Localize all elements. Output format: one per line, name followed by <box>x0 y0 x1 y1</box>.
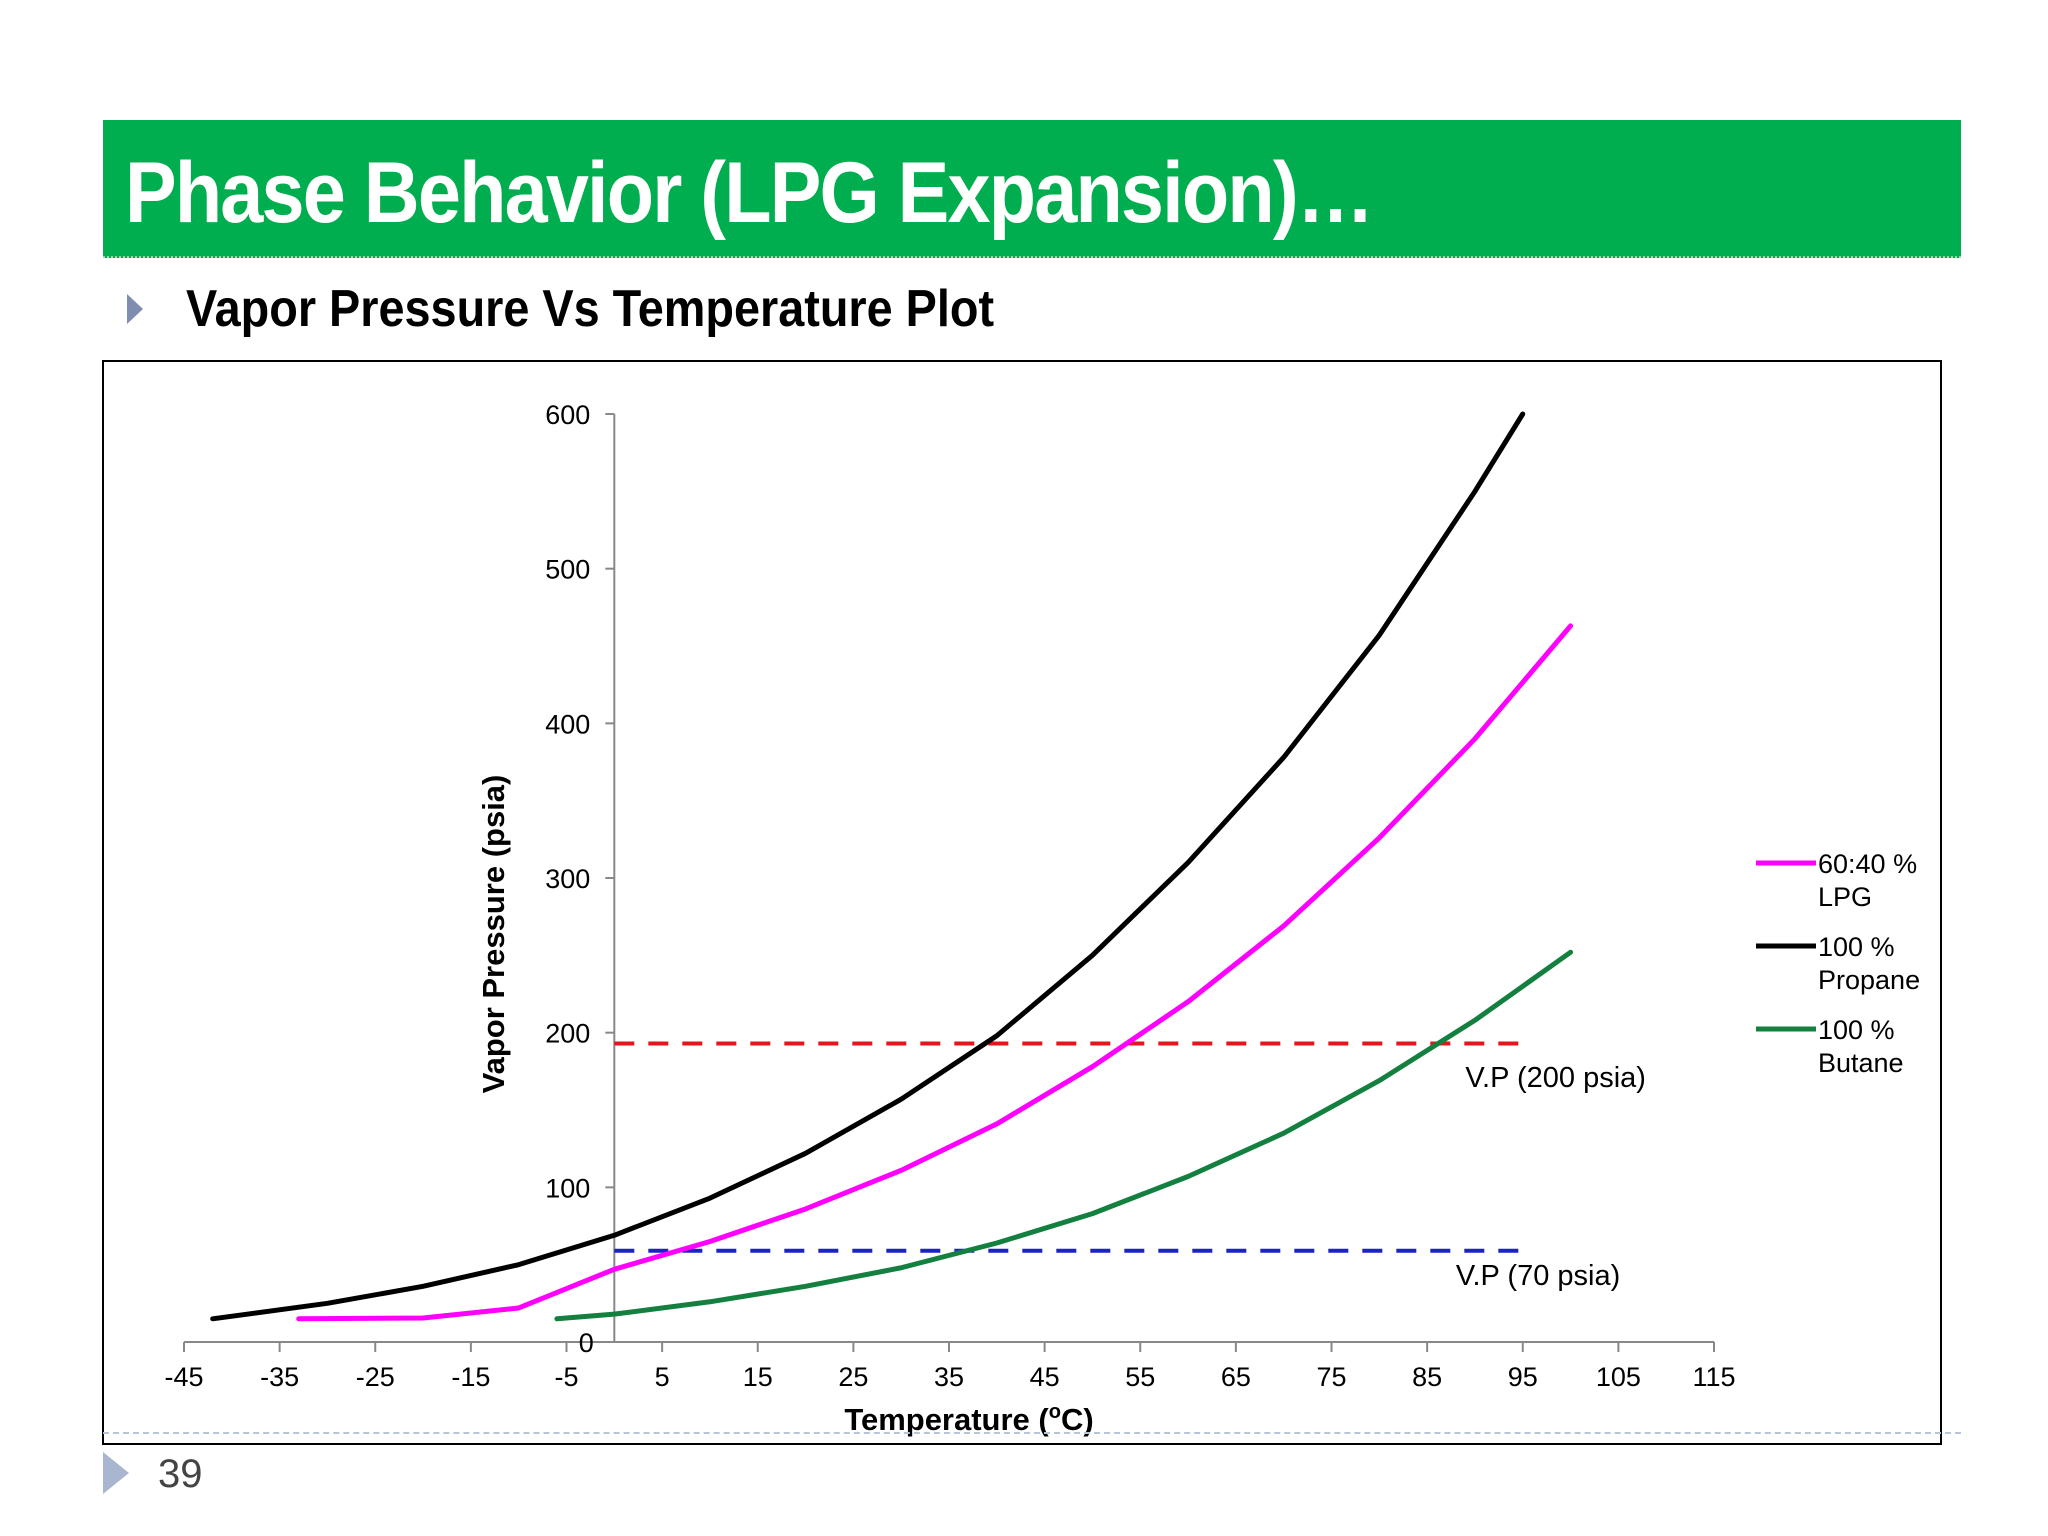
legend-label-1-0: 100 % <box>1818 932 1895 962</box>
x-tick-label-13: 85 <box>1412 1362 1442 1392</box>
chart-frame: -45 -35 -25 -15 -5 5 15 25 35 45 55 65 75 85 95 105 115 0… <box>102 360 1942 1445</box>
series-line-1 <box>210 411 1526 1322</box>
footer-divider <box>103 1432 1961 1434</box>
x-tick-label-0: -45 <box>164 1362 203 1392</box>
y-tick-label-1: 100 <box>545 1173 590 1203</box>
x-tick-label-10: 55 <box>1125 1362 1155 1392</box>
y-tick-label-2: 200 <box>545 1019 590 1049</box>
page-number: 39 <box>158 1452 203 1496</box>
legend-label-1-1: Propane <box>1818 965 1920 995</box>
x-tick-label-9: 45 <box>1030 1362 1060 1392</box>
x-tick-label-2: -25 <box>356 1362 395 1392</box>
title-bar: Phase Behavior (LPG Expansion)… <box>103 120 1961 258</box>
y-tick-label-4: 400 <box>545 709 590 739</box>
y-axis-title: Vapor Pressure (psia) <box>476 775 511 1094</box>
y-tick-label-5: 500 <box>545 555 590 585</box>
reference-label-0: V.P (200 psia) <box>1465 1062 1646 1094</box>
series-line-0 <box>296 623 1574 1322</box>
x-tick-label-3: -15 <box>451 1362 490 1392</box>
triangle-bullet-icon <box>127 294 143 324</box>
legend-label-0-0: 60:40 % <box>1818 849 1917 879</box>
x-tick-label-16: 115 <box>1692 1362 1735 1392</box>
x-tick-label-4: -5 <box>554 1362 578 1392</box>
vapor-pressure-chart: -45 -35 -25 -15 -5 5 15 25 35 45 55 65 75 85 95 105 115 0… <box>164 400 1920 1437</box>
x-axis-title: Temperature (oC) <box>844 1401 1093 1437</box>
x-tick-label-8: 35 <box>934 1362 964 1392</box>
x-tick-label-12: 75 <box>1316 1362 1346 1392</box>
legend-label-2-1: Butane <box>1818 1048 1904 1078</box>
y-tick-label-3: 300 <box>545 864 590 894</box>
x-tick-label-11: 65 <box>1221 1362 1251 1392</box>
x-tick-label-7: 25 <box>838 1362 868 1392</box>
footer-triangle-icon <box>103 1452 129 1494</box>
slide-title: Phase Behavior (LPG Expansion)… <box>125 145 1374 241</box>
series-line-2 <box>554 949 1574 1322</box>
bullet-text: Vapor Pressure Vs Temperature Plot <box>186 280 995 338</box>
x-tick-label-5: 5 <box>655 1362 670 1392</box>
y-tick-label-6: 600 <box>545 400 590 430</box>
legend-label-2-0: 100 % <box>1818 1015 1895 1045</box>
legend-label-0-1: LPG <box>1818 882 1872 912</box>
reference-label-1: V.P (70 psia) <box>1456 1260 1620 1292</box>
x-tick-label-6: 15 <box>743 1362 773 1392</box>
x-tick-label-15: 105 <box>1596 1362 1641 1392</box>
x-tick-label-1: -35 <box>260 1362 299 1392</box>
y-tick-label-0: 0 <box>579 1328 594 1358</box>
x-tick-label-14: 95 <box>1508 1362 1538 1392</box>
